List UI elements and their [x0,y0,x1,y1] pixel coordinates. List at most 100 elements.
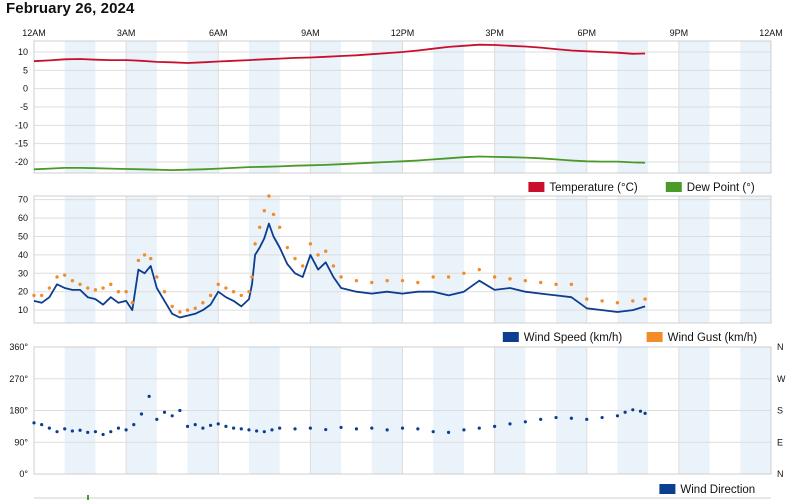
wind-direction-point [643,411,647,415]
wind-night-bands [64,196,771,323]
y-tick-label: 90° [14,437,28,447]
wind-direction-point [523,420,527,424]
wind-gust-point [600,299,604,303]
y-tick-label: 180° [9,406,28,416]
wind-gust-point [130,301,134,305]
wind-gust-point [239,293,243,298]
temperature-line [33,43,646,64]
wind-direction-point [508,422,512,426]
page-title: February 26, 2024 [6,0,135,17]
wind-direction-point [70,429,74,433]
x-tick-label: 3AM [117,28,136,38]
compass-tick-label: N [777,342,784,352]
wind-direction-point [155,417,159,421]
wind-direction-point [147,394,151,398]
wind-direction-point [308,426,312,430]
y-tick-label: 20 [18,287,28,297]
wind-gust-point [316,253,320,257]
y-tick-label: 40 [18,250,28,260]
next-chart-panel-edge [34,495,771,500]
wind-direction-point [462,428,466,432]
wind-gust-point [258,225,262,229]
wind-gust-point [308,242,313,246]
wind-gust-point [136,258,141,263]
wind-frame [33,195,772,324]
wind-gust-point [162,290,167,294]
direction-y-axis: 360° 270° 180° 90° 0° [9,342,28,479]
wind-gust-point [538,280,543,285]
hour-band [371,196,403,323]
x-tick-label: 12AM [22,28,46,38]
y-tick-label: -15 [15,139,28,149]
wind-direction-point [431,430,435,434]
temperature-series [33,43,646,171]
y-tick-label: 10 [18,47,28,57]
legend-swatch [646,332,663,342]
legend-swatch [528,182,545,192]
wind-gust-point [148,256,153,261]
wind-direction-point [132,423,136,427]
legend-swatch [665,182,682,192]
y-tick-label: -5 [20,102,28,112]
wind-gust-point [101,286,105,290]
wind-gust-point [193,306,197,310]
x-tick-label: 6AM [209,28,228,38]
wind-direction-point [86,430,90,434]
wind-gust-point [155,275,159,279]
wind-gust-point [523,278,528,283]
wind-direction-point [193,423,197,427]
wind-gust-point [643,297,647,301]
wind-gust-point [116,290,121,294]
wind-gust-point [231,290,236,294]
wind-gust-point [70,278,75,283]
legend-swatch [502,332,519,342]
wind-direction-point [446,430,451,434]
plot-frame [33,40,772,174]
wind-gust-point [416,280,420,285]
wind-gust-point [47,286,52,290]
hour-band [678,196,710,323]
wind-direction-point [585,417,589,421]
wind-direction-point [47,426,51,430]
wind-gust-point [615,301,620,305]
wind-direction-point [208,423,213,427]
wind-gust-point [93,288,98,292]
temperature-y-axis: 10 5 0 -5 -10 -15 -20 [15,47,28,167]
compass-tick-label: W [777,374,786,384]
wind-speed-line [33,222,646,319]
wind-direction-legend: Wind Direction [659,484,755,496]
wind-direction-point [32,421,36,425]
wind-gust-point [55,275,59,279]
wind-chart: 70 60 50 40 30 20 10 [18,194,772,324]
wind-direction-point [270,428,274,432]
wind-gust-point [224,286,228,290]
wind-gust-point [569,282,574,287]
plot-frame [33,346,772,475]
y-tick-label: 10 [18,305,28,315]
wind-gust-point [477,267,481,272]
wind-direction-point [262,430,266,434]
y-tick-label: 360° [9,342,28,352]
legend-label: Dew Point (°) [687,182,755,194]
dew-point-line [33,155,646,171]
wind-direction-point [554,415,558,420]
temperature-legend: Dew Point (°) Temperature (°C) [528,182,755,194]
legend-label: Temperature (°C) [549,182,637,194]
wind-direction-point [631,408,635,412]
wind-series [32,194,647,319]
y-tick-label: 0° [19,469,28,479]
temperature-chart: 10 5 0 -5 -10 -15 -20 [15,40,772,174]
wind-direction-point [615,414,620,418]
wind-direction-point [600,415,604,420]
wind-direction-point [232,426,236,430]
legend-label: Wind Direction [680,484,755,496]
wind-gust-point [431,275,435,279]
direction-compass-axis: N W S E N [777,342,786,479]
x-tick-label: 12PM [391,28,415,38]
wind-direction-point [293,427,297,431]
temperature-frame [33,40,772,174]
wind-direction-point [493,424,497,428]
y-tick-label: -20 [15,157,28,167]
wind-direction-point [78,428,82,432]
wind-gust-point [32,293,36,298]
